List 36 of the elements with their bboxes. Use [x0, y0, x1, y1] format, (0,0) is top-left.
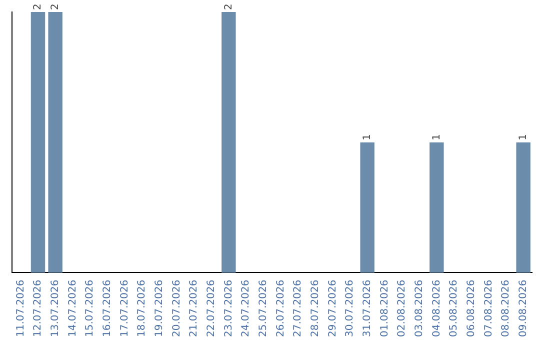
x-tick-label: 09.08.2026 — [518, 280, 529, 338]
data-label: 1 — [518, 134, 529, 140]
x-tick-label: 31.07.2026 — [362, 280, 373, 338]
x-tick-label: 15.07.2026 — [84, 280, 96, 338]
x-tick-label: 21.07.2026 — [188, 280, 200, 338]
x-tick-label: 23.07.2026 — [223, 280, 234, 338]
x-tick-label: 06.08.2026 — [466, 280, 477, 338]
data-label: 2 — [32, 4, 44, 10]
data-label: 1 — [362, 134, 373, 140]
x-tick-label: 30.07.2026 — [344, 280, 356, 338]
x-tick-label: 16.07.2026 — [102, 280, 113, 338]
x-tick-label: 08.08.2026 — [500, 280, 512, 338]
x-tick-label: 26.07.2026 — [275, 280, 286, 338]
data-label: 2 — [50, 4, 61, 10]
x-tick-label: 04.08.2026 — [431, 280, 442, 338]
x-tick-label: 07.08.2026 — [483, 280, 494, 338]
x-tick-label: 03.08.2026 — [414, 280, 425, 338]
x-tick-label: 19.07.2026 — [154, 280, 165, 338]
x-tick-label: 01.08.2026 — [379, 280, 390, 338]
x-tick-label: 18.07.2026 — [136, 280, 148, 338]
x-tick-label: 12.07.2026 — [32, 280, 44, 338]
x-tick-label: 02.08.2026 — [396, 280, 408, 338]
x-tick-label: 13.07.2026 — [50, 280, 61, 338]
x-tick-label: 24.07.2026 — [240, 280, 252, 338]
x-tick-label: 27.07.2026 — [292, 280, 304, 338]
x-tick-label: 20.07.2026 — [171, 280, 182, 338]
x-tick-label: 05.08.2026 — [448, 280, 460, 338]
x-tick-label: 22.07.2026 — [206, 280, 217, 338]
x-tick-label: 25.07.2026 — [258, 280, 269, 338]
x-tick-label: 11.07.2026 — [15, 280, 26, 338]
x-tick-label: 28.07.2026 — [310, 280, 321, 338]
x-tick-label: 17.07.2026 — [119, 280, 130, 338]
x-tick-label: 29.07.2026 — [327, 280, 338, 338]
data-label: 2 — [223, 4, 234, 10]
data-label: 1 — [431, 134, 442, 140]
x-tick-label: 14.07.2026 — [67, 280, 78, 338]
